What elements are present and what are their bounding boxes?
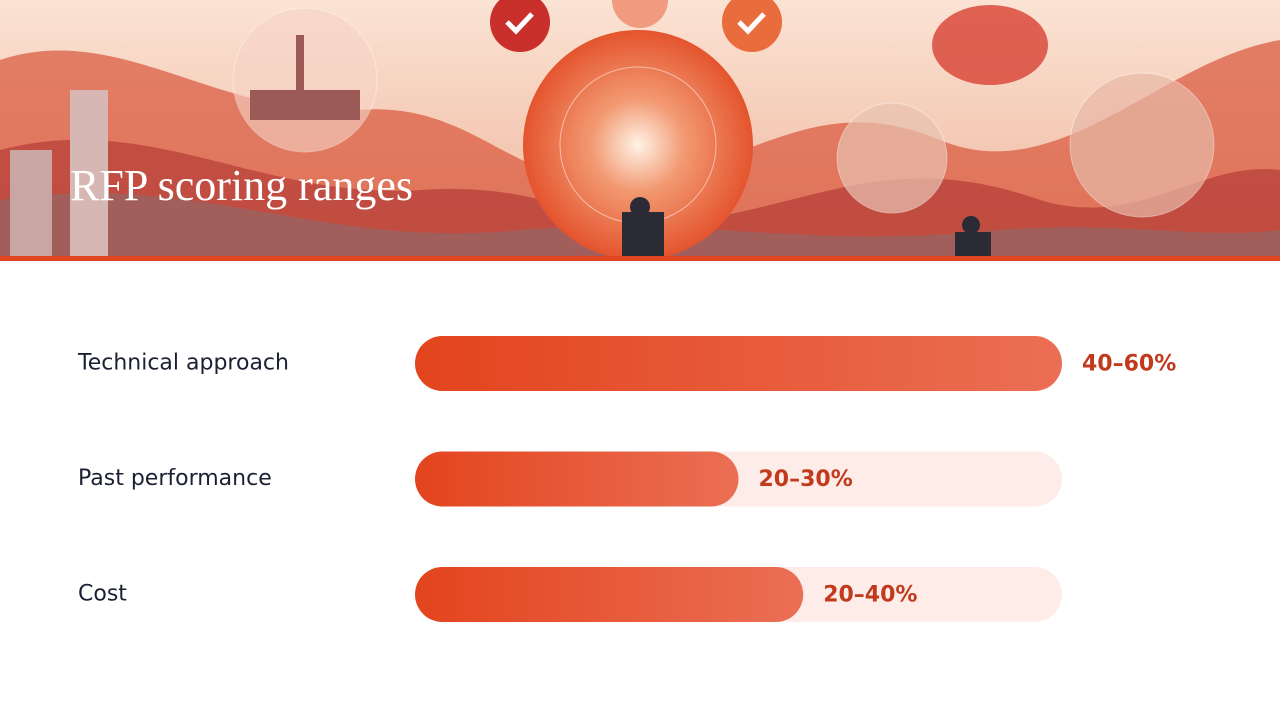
value-label: 40–60%: [1082, 352, 1176, 377]
banner: [0, 0, 1280, 261]
bar: [415, 336, 1062, 391]
chart: Technical approach 40–60% Past performance…: [77, 336, 1176, 622]
bar: [415, 451, 739, 507]
value-label: 20–30%: [759, 467, 853, 492]
category-label: Past performance: [78, 466, 272, 491]
bar: [415, 567, 804, 622]
category-label: Cost: [78, 582, 127, 607]
value-label: 20–40%: [823, 583, 917, 608]
slide-title: RFP scoring ranges: [70, 161, 413, 210]
category-label: Technical approach: [77, 351, 289, 376]
